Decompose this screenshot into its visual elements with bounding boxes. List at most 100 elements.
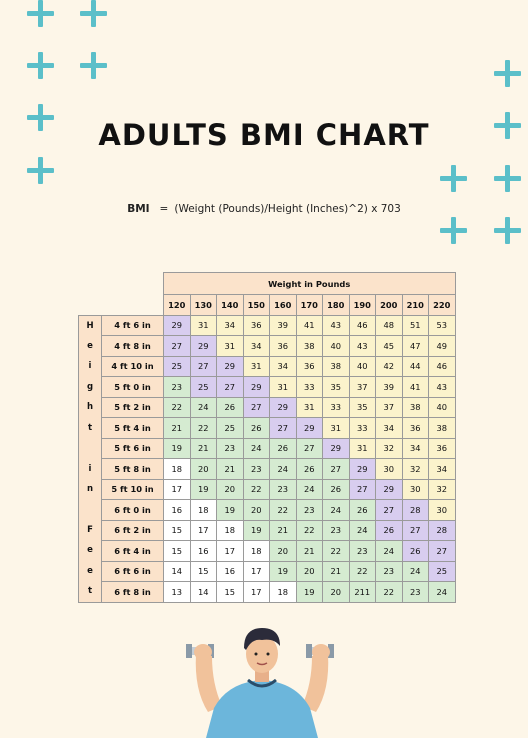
- bmi-value-cell: 26: [216, 396, 244, 418]
- weight-column-header: 170: [295, 294, 323, 316]
- height-axis-letter: g: [86, 381, 94, 392]
- bmi-value-cell: 21: [163, 417, 191, 439]
- bmi-value-cell: 37: [348, 376, 376, 398]
- bmi-value-cell: 38: [322, 355, 350, 377]
- bmi-value-cell: 40: [428, 396, 456, 418]
- bmi-value-cell: 29: [295, 417, 323, 439]
- bmi-value-cell: 42: [375, 355, 403, 377]
- height-axis-letter: e: [87, 545, 93, 556]
- bmi-table: Weight in Pounds 120 130 140 150 160 170 180 19…: [78, 272, 456, 603]
- table-row: 5 ft 10 in 17 19 20 22 23 24 26 27 29 30 32: [79, 478, 456, 500]
- bmi-value-cell: 24: [322, 499, 350, 521]
- bmi-value-cell: 15: [163, 519, 191, 541]
- person-with-dumbbells-illustration: [186, 628, 334, 738]
- bmi-value-cell: 33: [295, 376, 323, 398]
- bmi-value-cell: 31: [322, 417, 350, 439]
- bmi-value-cell: 29: [216, 355, 244, 377]
- bmi-value-cell: 26: [375, 519, 403, 541]
- height-row-label: 5 ft 2 in: [101, 396, 164, 418]
- bmi-value-cell: 34: [269, 355, 297, 377]
- bmi-value-cell: 36: [242, 314, 270, 336]
- bmi-value-cell: 17: [189, 519, 217, 541]
- height-axis-letter: t: [87, 422, 93, 433]
- bmi-value-cell: 41: [401, 376, 429, 398]
- bmi-value-cell: 27: [189, 355, 217, 377]
- plus-icon: [80, 0, 107, 27]
- weight-column-header: 180: [322, 294, 350, 316]
- weight-column-header: 220: [428, 294, 456, 316]
- table-row: 4 ft 10 in 25 27 29 31 34 36 38 40 42 44 46: [79, 355, 456, 377]
- bmi-value-cell: 32: [375, 437, 403, 459]
- bmi-value-cell: 35: [348, 396, 376, 418]
- height-axis-letter: h: [86, 402, 94, 413]
- bmi-value-cell: 13: [163, 581, 191, 603]
- bmi-value-cell: 31: [348, 437, 376, 459]
- plus-icon: [440, 217, 467, 244]
- bmi-value-cell: 17: [163, 478, 191, 500]
- bmi-value-cell: 27: [428, 540, 456, 562]
- bmi-value-cell: 39: [375, 376, 403, 398]
- bmi-value-cell: 26: [242, 417, 270, 439]
- height-axis-letter: i: [88, 463, 92, 474]
- bmi-value-cell: 18: [163, 458, 191, 480]
- weight-column-header: 200: [375, 294, 403, 316]
- bmi-value-cell: 21: [322, 560, 350, 582]
- bmi-value-cell: 24: [242, 437, 270, 459]
- weight-header-title: Weight in Pounds: [163, 272, 456, 295]
- bmi-value-cell: 51: [401, 314, 429, 336]
- bmi-value-cell: 18: [269, 581, 297, 603]
- bmi-value-cell: 23: [242, 458, 270, 480]
- bmi-value-cell: 23: [163, 376, 191, 398]
- bmi-value-cell: 47: [401, 335, 429, 357]
- bmi-value-cell: 49: [428, 335, 456, 357]
- bmi-value-cell: 23: [295, 499, 323, 521]
- bmi-value-cell: 23: [216, 437, 244, 459]
- height-row-label: 5 ft 8 in: [101, 458, 164, 480]
- bmi-value-cell: 27: [242, 396, 270, 418]
- bmi-value-cell: 25: [216, 417, 244, 439]
- bmi-value-cell: 36: [401, 417, 429, 439]
- bmi-value-cell: 43: [348, 335, 376, 357]
- bmi-value-cell: 20: [242, 499, 270, 521]
- table-row: 6 ft 4 in 15 16 17 18 20 21 22 23 24 26 27: [79, 540, 456, 562]
- height-axis-letter: F: [87, 524, 93, 535]
- bmi-value-cell: 18: [216, 519, 244, 541]
- bmi-value-cell: 20: [216, 478, 244, 500]
- bmi-value-cell: 15: [163, 540, 191, 562]
- bmi-value-cell: 27: [375, 499, 403, 521]
- height-row-label: 5 ft 0 in: [101, 376, 164, 398]
- bmi-value-cell: 37: [375, 396, 403, 418]
- height-axis-letter: i: [88, 361, 92, 372]
- bmi-value-cell: 34: [401, 437, 429, 459]
- bmi-value-cell: 34: [216, 314, 244, 336]
- bmi-value-cell: 34: [428, 458, 456, 480]
- height-row-label: 5 ft 4 in: [101, 417, 164, 439]
- bmi-value-cell: 27: [163, 335, 191, 357]
- table-row: 5 ft 2 in 22 24 26 27 29 31 33 35 37 38 40: [79, 396, 456, 418]
- bmi-value-cell: 31: [295, 396, 323, 418]
- bmi-value-cell: 14: [163, 560, 191, 582]
- bmi-value-cell: 32: [428, 478, 456, 500]
- bmi-value-cell: 22: [375, 581, 403, 603]
- bmi-value-cell: 15: [216, 581, 244, 603]
- plus-icon: [494, 60, 521, 87]
- bmi-value-cell: 45: [375, 335, 403, 357]
- bmi-value-cell: 25: [163, 355, 191, 377]
- bmi-value-cell: 15: [189, 560, 217, 582]
- bmi-value-cell: 14: [189, 581, 217, 603]
- height-axis-letter: e: [87, 565, 93, 576]
- weight-column-header: 130: [189, 294, 217, 316]
- bmi-value-cell: 29: [322, 437, 350, 459]
- bmi-value-cell: 31: [269, 376, 297, 398]
- bmi-value-cell: 36: [295, 355, 323, 377]
- bmi-value-cell: 27: [348, 478, 376, 500]
- plus-icon: [440, 165, 467, 192]
- height-row-label: 6 ft 2 in: [101, 519, 164, 541]
- height-row-label: 6 ft 6 in: [101, 560, 164, 582]
- table-row: 4 ft 8 in 27 29 31 34 36 38 40 43 45 47 49: [79, 335, 456, 357]
- height-axis-letter: H: [86, 320, 94, 331]
- height-row-label: 4 ft 10 in: [101, 355, 164, 377]
- bmi-value-cell: 29: [163, 314, 191, 336]
- bmi-value-cell: 44: [401, 355, 429, 377]
